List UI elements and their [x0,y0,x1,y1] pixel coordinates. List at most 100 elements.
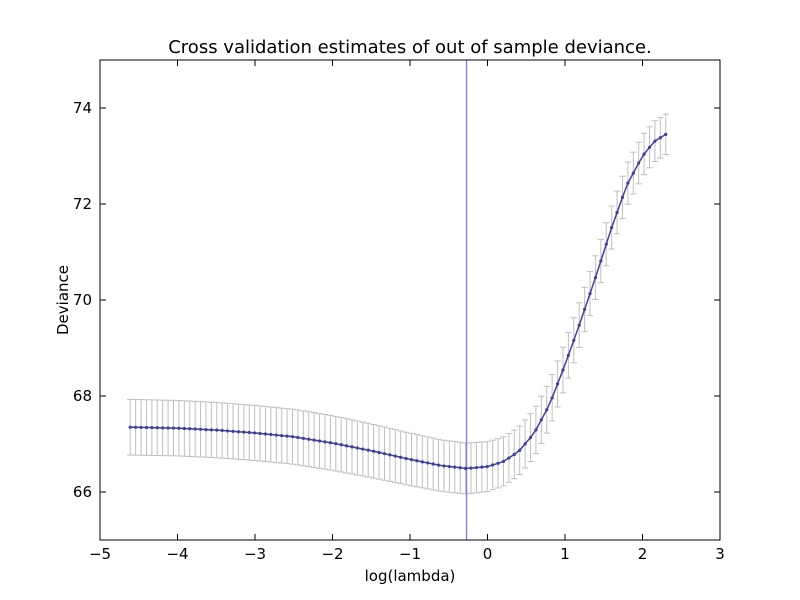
y-tick-label: 72 [73,195,92,213]
data-point [323,440,327,444]
x-tick-label: −4 [166,545,188,563]
data-point [507,456,511,460]
data-point [610,225,614,230]
data-point [177,426,181,430]
data-point [561,368,565,372]
data-point [631,171,635,175]
data-point [555,382,560,386]
data-point [317,439,322,443]
data-point [442,464,446,468]
y-tick-label: 66 [73,483,92,501]
data-point [253,431,257,435]
data-point [161,426,165,430]
x-axis-label: log(lambda) [365,567,456,585]
data-point [550,396,554,400]
data-point [620,195,625,200]
data-point [220,428,224,433]
x-tick-label: −3 [244,545,266,563]
data-point [166,426,170,430]
data-point [274,433,278,437]
data-point [545,408,549,412]
data-point [593,276,598,280]
data-point [436,463,441,467]
data-point [415,459,419,463]
data-point [355,446,360,450]
data-point [144,425,149,430]
y-tick-label: 70 [73,291,92,309]
data-point [301,436,305,440]
data-point [474,465,479,470]
data-point [464,466,468,470]
data-point [328,441,332,445]
data-point [285,434,289,438]
data-point [539,418,543,422]
data-point [496,461,500,465]
deviance-series-line [130,133,667,470]
data-point [366,448,370,452]
data-point [350,445,354,449]
y-tick-label: 74 [73,99,92,117]
data-point [637,161,641,165]
x-tick-label: −1 [399,545,421,563]
data-point [155,426,159,430]
data-point [258,431,262,436]
x-tick-label: 3 [715,545,725,563]
plot-frame [99,59,721,541]
y-tick-label: 68 [73,387,92,405]
data-point [469,466,473,470]
data-point [312,438,316,442]
data-point [372,449,376,453]
data-point [242,430,246,434]
data-point [458,466,462,470]
data-point [534,428,538,432]
x-tick-label: 2 [638,545,648,563]
data-point [518,448,522,452]
data-point [263,432,268,436]
data-point [599,259,603,263]
data-point [361,447,365,451]
data-point [193,427,197,431]
x-tick-label: −2 [321,545,343,563]
data-point [583,307,587,312]
data-point [225,429,230,433]
data-point [377,450,381,455]
data-point [528,435,533,440]
axis-ticks: −5 −4 −3 −2 −1 0 1 2 3 66 68 70 72 74 [73,60,725,563]
data-point [236,430,241,434]
data-point [426,461,430,465]
data-point [334,442,338,446]
data-point [307,437,311,441]
data-point [215,428,219,432]
data-point [501,459,506,464]
data-point [269,432,273,437]
data-point [512,452,516,457]
data-point [209,428,213,432]
data-point [280,434,284,438]
data-point [128,425,132,429]
data-point [188,427,192,431]
data-point [198,427,203,431]
data-point [480,465,484,469]
data-point [420,460,424,464]
data-point [231,429,235,433]
data-point [290,435,295,439]
data-point [653,139,657,143]
data-point [399,455,403,459]
y-axis-label: Deviance [54,265,72,335]
data-point [247,430,251,435]
data-point [393,454,397,458]
data-point [296,435,300,440]
data-point [523,442,527,446]
data-point [431,462,435,466]
data-point [615,210,619,215]
chart-title: Cross validation estimates of out of sam… [168,37,652,58]
data-point [664,132,668,136]
data-point [182,426,186,431]
data-point [485,464,489,469]
x-tick-label: 1 [560,545,570,563]
data-point [658,136,662,140]
data-point [171,426,176,430]
data-point [642,152,646,156]
data-point [588,291,592,296]
